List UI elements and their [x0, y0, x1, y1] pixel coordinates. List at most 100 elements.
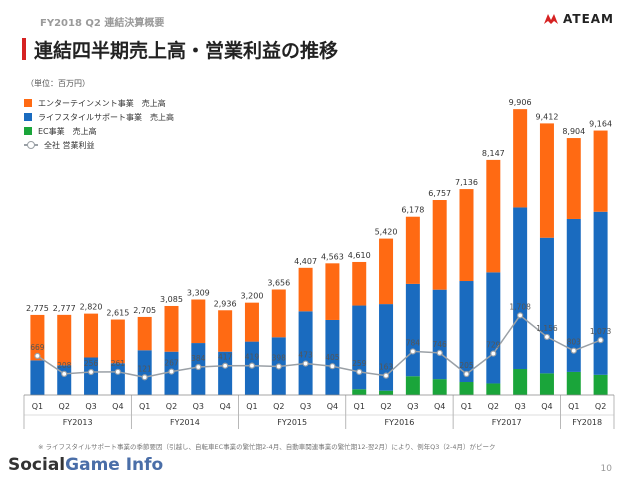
legend-item-op: 全社 営業利益 — [24, 138, 174, 152]
bar-ent — [298, 267, 313, 312]
op-profit-point — [463, 370, 470, 378]
year-label: FY2013 — [63, 418, 93, 427]
x-tick-label: Q3 — [514, 402, 525, 411]
x-tick-label: Q4 — [434, 402, 445, 411]
bar-ent — [57, 314, 72, 366]
chart-legend: エンターテインメント事業 売上高 ライフスタイルサポート事業 売上高 EC事業 … — [24, 96, 174, 152]
x-tick-label: Q3 — [407, 402, 418, 411]
op-profit-point — [222, 362, 229, 369]
op-profit-point — [543, 333, 551, 341]
bar-total-label: 5,420 — [375, 228, 398, 237]
bar-life — [110, 363, 125, 395]
year-label: FY2016 — [385, 418, 415, 427]
bar-ec — [459, 382, 474, 395]
bar-life — [30, 360, 45, 395]
legend-label-ec: EC事業 売上高 — [38, 126, 97, 136]
op-profit-label: 473 — [298, 351, 313, 360]
legend-item-ent: エンターテインメント事業 売上高 — [24, 96, 174, 110]
bar-life — [486, 272, 501, 384]
op-profit-label: 256 — [84, 359, 99, 368]
x-tick-label: Q1 — [139, 402, 150, 411]
bar-ec — [405, 376, 420, 395]
bar-ent — [379, 238, 394, 305]
x-tick-label: Q2 — [273, 402, 284, 411]
bar-ent — [84, 313, 99, 358]
bar-total-label: 4,407 — [294, 257, 317, 266]
bar-ent — [539, 123, 554, 238]
op-profit-label: 259 — [352, 359, 367, 368]
bar-total-label: 7,136 — [455, 178, 478, 187]
page-number: 10 — [600, 464, 612, 474]
bar-life — [137, 350, 152, 395]
title-accent-bar — [22, 38, 26, 60]
bar-ent — [432, 200, 447, 290]
bar-ent — [271, 289, 286, 338]
op-profit-label: 669 — [30, 343, 45, 352]
x-tick-label: Q1 — [461, 402, 472, 411]
op-profit-label: 417 — [218, 353, 233, 362]
op-profit-point — [168, 368, 175, 375]
legend-label-op: 全社 営業利益 — [44, 140, 95, 150]
bar-life — [539, 237, 554, 374]
bar-ent — [405, 216, 420, 284]
bar-ent — [30, 314, 45, 361]
bar-ent — [137, 316, 152, 351]
page-title: 連結四半期売上高・営業利益の推移 — [34, 40, 339, 62]
year-label: FY2018 — [572, 418, 602, 427]
bar-ec — [539, 373, 554, 395]
bar-ent — [486, 159, 501, 273]
op-profit-point — [517, 312, 524, 319]
op-profit-point — [570, 347, 577, 354]
bar-total-label: 9,906 — [509, 98, 532, 107]
bar-total-label: 3,200 — [241, 292, 264, 301]
year-label: FY2015 — [277, 418, 307, 427]
bar-life — [352, 305, 367, 390]
bar-life — [379, 304, 394, 391]
op-profit-label: 163 — [379, 363, 394, 372]
unit-note: （単位：百万円） — [26, 79, 90, 88]
op-profit-point — [114, 368, 121, 375]
year-label: FY2017 — [492, 418, 522, 427]
bar-life — [513, 207, 528, 370]
footer-brand-a: Social — [8, 455, 66, 475]
bar-total-label: 2,775 — [26, 304, 49, 313]
bar-life — [57, 365, 72, 395]
bar-ent — [110, 319, 125, 364]
bar-life — [593, 211, 608, 375]
bar-life — [432, 289, 447, 380]
footnote: ※ ライフスタイルサポート事業の季節要因（引越し、自転車EC事業の繁忙期2-4月… — [38, 443, 496, 451]
bar-total-label: 2,777 — [53, 304, 76, 313]
op-profit-label: 208 — [57, 361, 72, 370]
op-profit-point — [195, 363, 202, 371]
section-subtitle: FY2018 Q2 連結決算概要 — [40, 18, 165, 29]
op-profit-label: 784 — [406, 338, 421, 347]
bar-life — [566, 218, 581, 372]
op-profit-point — [275, 363, 282, 370]
op-profit-label: 1,708 — [509, 302, 531, 311]
bar-total-label: 2,936 — [214, 299, 237, 308]
bar-total-label: 6,178 — [401, 206, 424, 215]
footer-brand: SocialGame Info — [8, 455, 163, 475]
bar-total-label: 2,705 — [133, 306, 156, 315]
bar-life — [459, 281, 474, 383]
op-profit-point — [141, 374, 148, 381]
year-label: FY2014 — [170, 418, 200, 427]
bar-ec — [593, 374, 608, 395]
op-profit-point — [356, 368, 363, 375]
bar-total-label: 3,085 — [160, 295, 183, 304]
bar-life — [298, 311, 313, 395]
x-tick-label: Q2 — [166, 402, 177, 411]
op-profit-line — [36, 314, 601, 379]
bar-total-label: 2,820 — [80, 303, 103, 312]
x-tick-label: Q1 — [246, 402, 257, 411]
op-profit-label: 121 — [138, 364, 153, 373]
x-tick-label: Q3 — [85, 402, 96, 411]
op-profit-label: 746 — [433, 340, 448, 349]
op-profit-point — [329, 363, 336, 370]
bar-total-label: 6,757 — [428, 189, 451, 198]
bar-ent — [244, 302, 259, 342]
bar-total-label: 4,563 — [321, 252, 344, 261]
x-tick-label: Q4 — [112, 402, 123, 411]
legend-swatch-ent — [24, 99, 32, 107]
